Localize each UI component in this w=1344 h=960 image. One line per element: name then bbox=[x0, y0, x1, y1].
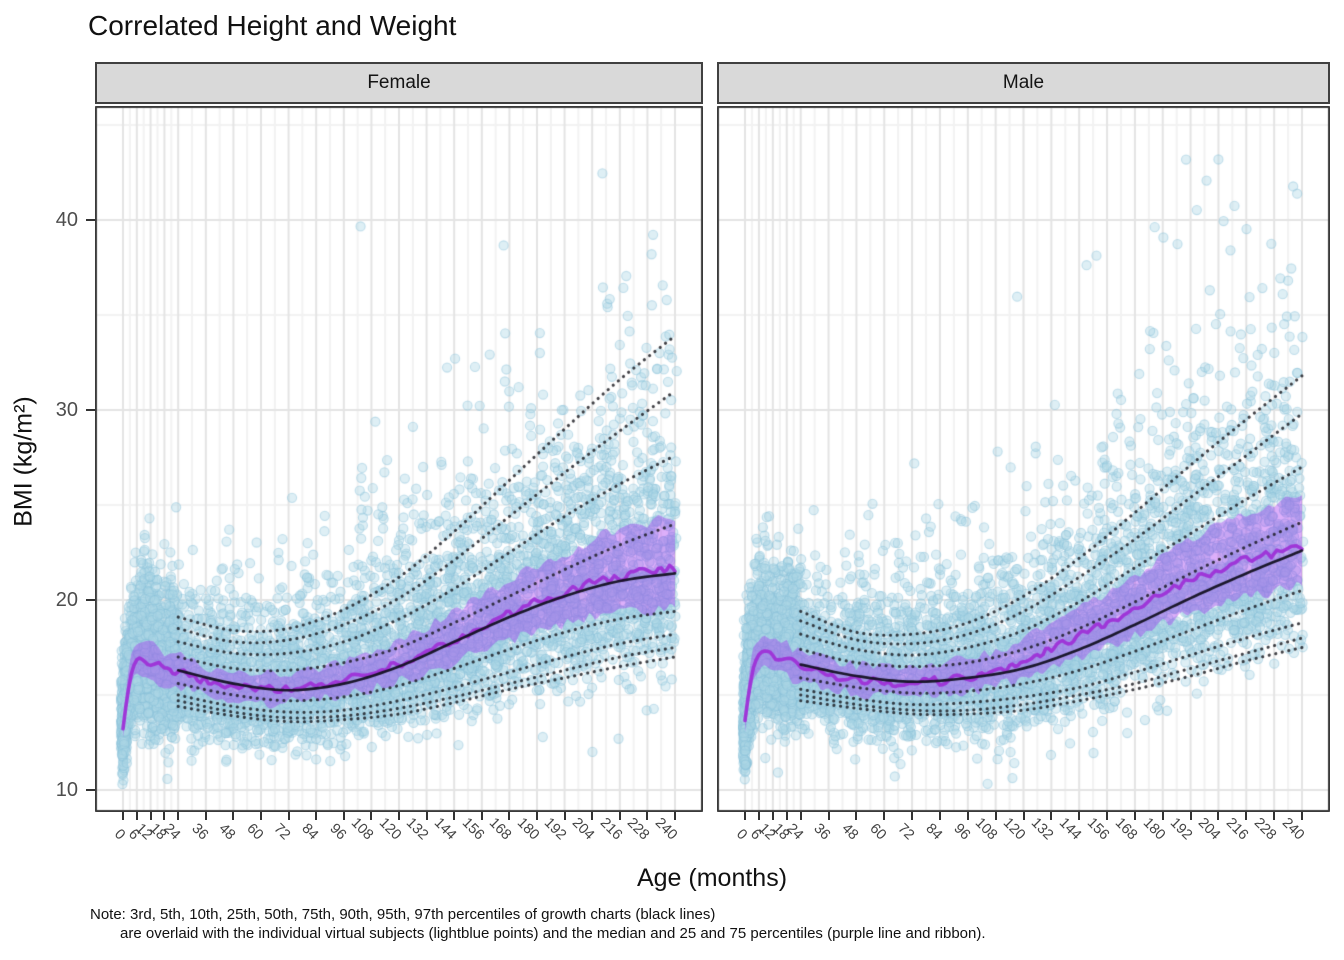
x-tick-label-text: 24 bbox=[160, 820, 184, 844]
y-tick-mark bbox=[86, 789, 95, 791]
x-tick-mark bbox=[1161, 812, 1164, 820]
x-tick-mark bbox=[1301, 812, 1303, 820]
x-tick-mark bbox=[1078, 812, 1081, 820]
x-tick-label-text: 84 bbox=[298, 820, 322, 844]
x-tick-mark bbox=[1106, 812, 1109, 820]
x-tick-mark bbox=[453, 812, 456, 820]
x-tick-mark bbox=[1217, 812, 1220, 820]
x-tick-mark bbox=[1273, 812, 1276, 820]
x-tick-mark bbox=[646, 812, 649, 820]
x-tick-label-text: 0 bbox=[110, 826, 128, 844]
y-tick-mark bbox=[86, 599, 95, 601]
x-tick-mark bbox=[260, 812, 262, 820]
x-tick-label-text: 72 bbox=[894, 820, 918, 844]
note-line-1: Note: 3rd, 5th, 10th, 25th, 50th, 75th, … bbox=[90, 906, 716, 923]
x-tick-mark bbox=[1022, 812, 1025, 820]
y-axis-title: BMI (kg/m²) bbox=[9, 396, 38, 527]
x-tick-mark bbox=[674, 812, 676, 820]
x-tick-mark bbox=[122, 812, 124, 820]
x-tick-mark bbox=[883, 812, 886, 820]
x-tick-mark bbox=[287, 812, 290, 820]
y-tick-mark bbox=[86, 219, 95, 221]
x-tick-mark bbox=[785, 812, 788, 820]
facet-strip-male-label: Male bbox=[1002, 72, 1045, 93]
x-tick-mark bbox=[799, 812, 802, 820]
x-tick-label-text: 24 bbox=[782, 820, 806, 844]
x-tick-mark bbox=[771, 812, 774, 820]
x-tick-mark bbox=[232, 812, 235, 820]
x-tick-mark bbox=[757, 812, 760, 820]
facet-strip-female-label: Female bbox=[367, 72, 431, 93]
x-tick-mark bbox=[966, 812, 969, 820]
x-tick-mark bbox=[425, 812, 428, 820]
x-tick-mark bbox=[204, 812, 207, 820]
x-tick-label-text: 60 bbox=[866, 820, 890, 844]
x-tick-mark bbox=[508, 812, 511, 820]
x-tick-mark bbox=[1189, 812, 1192, 820]
x-tick-mark bbox=[618, 812, 621, 820]
x-tick-label-text: 0 bbox=[732, 826, 750, 844]
x-tick-label-text: 36 bbox=[188, 820, 211, 844]
x-tick-mark bbox=[744, 812, 746, 820]
x-tick-label-text: 96 bbox=[326, 820, 349, 844]
x-tick-mark bbox=[827, 812, 830, 820]
facet-strip-male: Male bbox=[717, 62, 1330, 104]
x-tick-label-text: 60 bbox=[243, 820, 266, 844]
x-tick-mark bbox=[1245, 812, 1248, 820]
x-tick-mark bbox=[563, 812, 566, 820]
x-tick-label-text: 72 bbox=[270, 820, 294, 844]
page-title: Correlated Height and Weight bbox=[88, 10, 457, 41]
x-tick-mark bbox=[149, 812, 152, 820]
panel-female-plot bbox=[95, 106, 703, 812]
y-tick-label: 40 bbox=[55, 209, 78, 231]
x-tick-mark bbox=[177, 812, 180, 820]
y-tick-label: 30 bbox=[55, 399, 78, 421]
x-tick-mark bbox=[315, 812, 318, 820]
x-tick-label-text: 48 bbox=[215, 820, 239, 844]
x-tick-mark bbox=[911, 812, 914, 820]
x-tick-label-text: 96 bbox=[950, 820, 973, 844]
y-tick-label: 10 bbox=[55, 779, 78, 801]
x-tick-mark bbox=[398, 812, 400, 820]
x-tick-mark bbox=[1133, 812, 1136, 820]
x-tick-mark bbox=[163, 812, 166, 820]
facet-strip-female: Female bbox=[95, 62, 703, 104]
x-tick-mark bbox=[855, 812, 858, 820]
y-tick-mark bbox=[86, 409, 95, 411]
x-tick-mark bbox=[342, 812, 345, 820]
x-tick-mark bbox=[135, 812, 138, 820]
x-tick-mark bbox=[480, 812, 483, 820]
x-axis-title: Age (months) bbox=[636, 864, 788, 892]
x-tick-mark bbox=[994, 812, 997, 820]
x-tick-mark bbox=[536, 812, 538, 820]
x-tick-mark bbox=[938, 812, 941, 820]
x-tick-mark bbox=[1050, 812, 1053, 820]
note-line-2: are overlaid with the individual virtual… bbox=[120, 925, 986, 942]
x-tick-label-text: 36 bbox=[810, 820, 834, 844]
y-tick-label: 20 bbox=[55, 589, 78, 611]
x-tick-mark bbox=[591, 812, 594, 820]
x-tick-mark bbox=[370, 812, 373, 820]
x-tick-label-text: 48 bbox=[838, 820, 862, 844]
x-tick-label-text: 84 bbox=[922, 820, 945, 844]
panel-male-plot bbox=[717, 106, 1330, 812]
